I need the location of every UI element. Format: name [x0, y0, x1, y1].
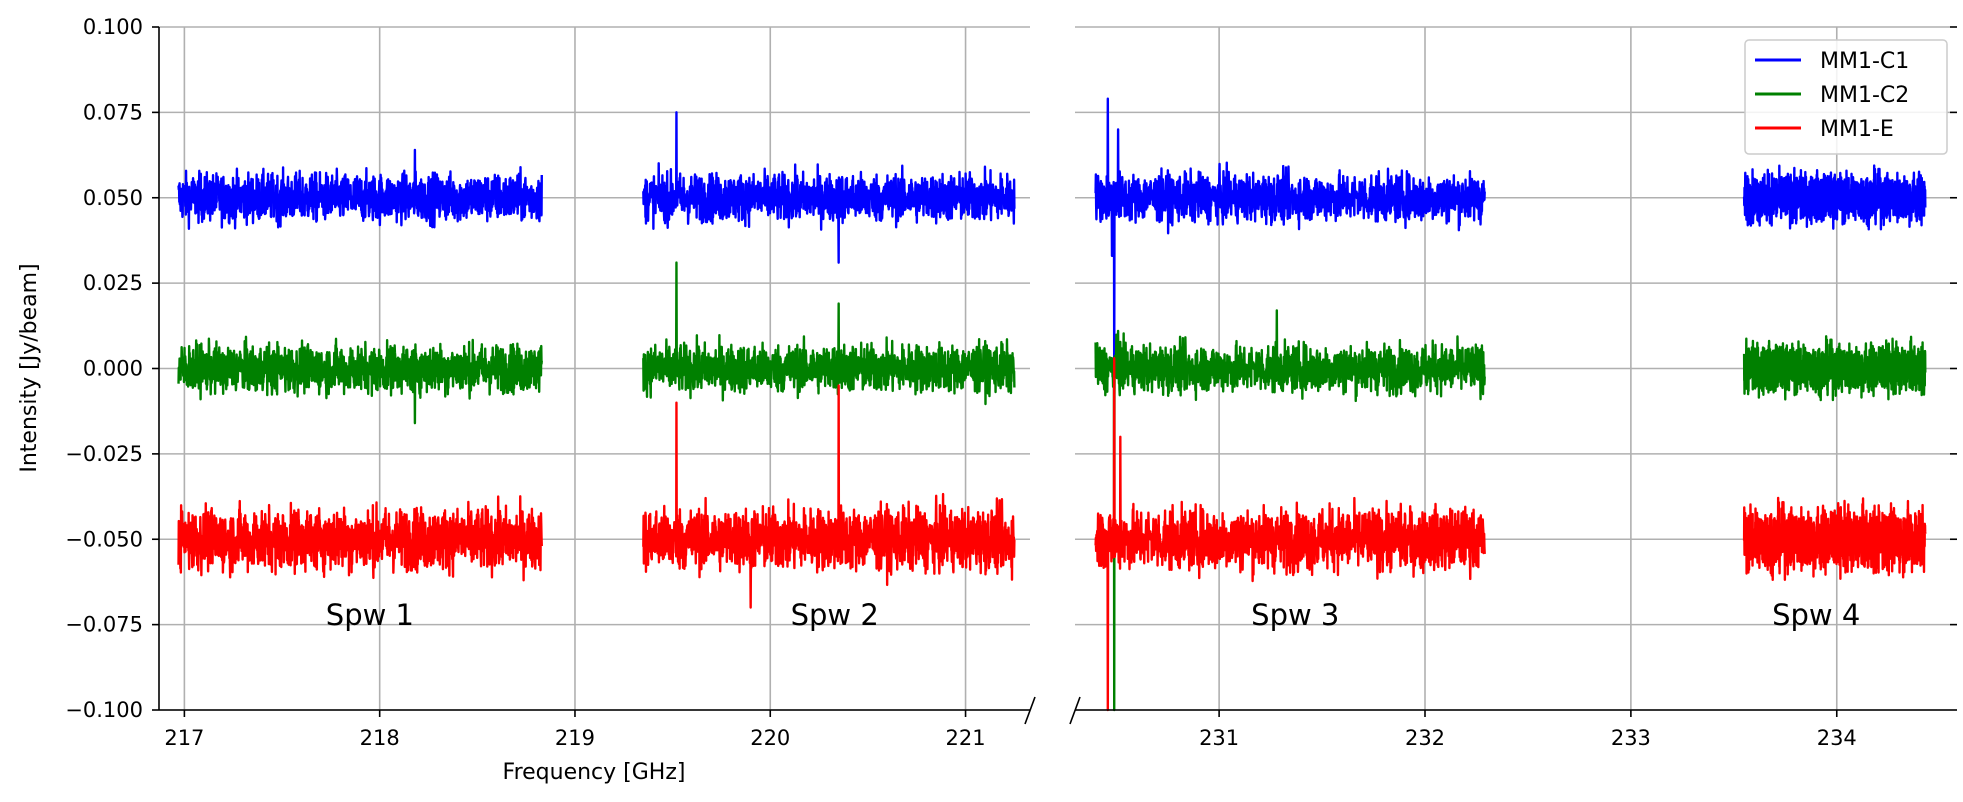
x-tick-label: 217: [164, 726, 204, 750]
legend: MM1-C1 MM1-C2 MM1-E: [1744, 39, 1948, 155]
series-line-mm1-e: [177, 495, 543, 582]
y-axis-title: Intensity [Jy/beam]: [17, 263, 42, 472]
series-line-mm1-c1: [642, 111, 1016, 264]
axis-break-mark: [1024, 696, 1036, 725]
spw-label: Spw 2: [791, 598, 879, 632]
series-line-mm1-c1: [1742, 164, 1927, 231]
legend-box: [1744, 39, 1948, 155]
y-tick-label: 0.000: [83, 357, 143, 381]
x-tick-label: 220: [750, 726, 790, 750]
legend-label: MM1-C2: [1820, 83, 1909, 108]
spw-label: Spw 3: [1251, 598, 1339, 632]
y-tick-label: −0.100: [65, 698, 143, 722]
legend-label: MM1-E: [1820, 117, 1894, 142]
y-tick-label: −0.025: [65, 442, 143, 466]
series-line-mm1-c2: [1742, 335, 1927, 402]
y-tick-label: 0.100: [83, 15, 143, 39]
series-line-mm1-e: [1742, 496, 1927, 582]
legend-label: MM1-C1: [1820, 49, 1909, 74]
y-tick-label: 0.075: [83, 100, 143, 124]
series-line-mm1-e: [1094, 357, 1486, 712]
x-tick-label: 218: [360, 726, 400, 750]
x-axis-title: Frequency [GHz]: [503, 760, 686, 785]
series-layer: [177, 97, 1927, 712]
y-tick-label: −0.050: [65, 527, 143, 551]
axis-break-mark: [1069, 696, 1081, 725]
series-line-mm1-c2: [1094, 309, 1486, 712]
series-line-mm1-e: [642, 384, 1016, 609]
y-tick-label: 0.050: [83, 186, 143, 210]
series-line-mm1-c1: [177, 148, 543, 230]
series-line-mm1-c2: [642, 261, 1016, 406]
x-tick-label: 219: [555, 726, 595, 750]
axes: [152, 26, 1957, 725]
spw-label: Spw 4: [1772, 598, 1860, 632]
series-line-mm1-c1: [1094, 97, 1486, 370]
x-tick-label: 221: [946, 726, 986, 750]
x-tick-label: 234: [1817, 726, 1857, 750]
y-tick-label: 0.025: [83, 271, 143, 295]
x-tick-label: 231: [1199, 726, 1239, 750]
series-line-mm1-c2: [177, 335, 543, 425]
spectral-window-labels: Spw 1 Spw 2 Spw 3 Spw 4: [326, 598, 1860, 632]
spw-label: Spw 1: [326, 598, 414, 632]
y-tick-label: −0.075: [65, 613, 143, 637]
tick-labels: −0.100 −0.075 −0.050 −0.025 0.000 0.025 0.050 0…: [65, 15, 1857, 750]
x-tick-label: 232: [1405, 726, 1445, 750]
x-tick-label: 233: [1611, 726, 1651, 750]
